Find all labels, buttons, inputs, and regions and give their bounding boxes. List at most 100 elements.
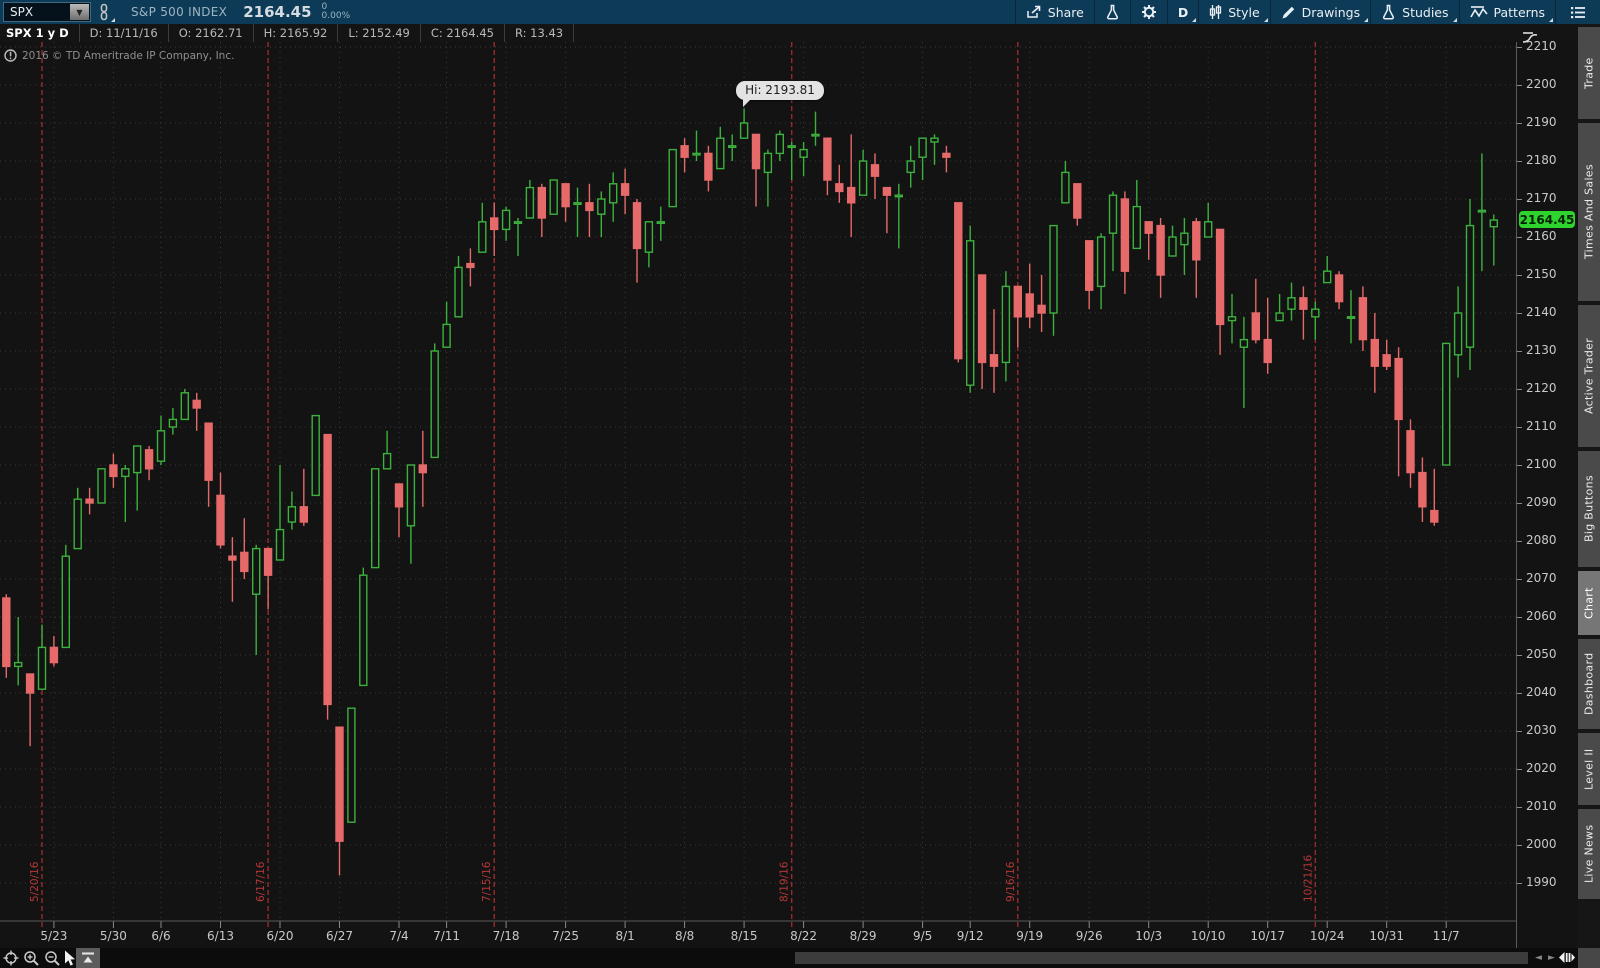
svg-text:6/20: 6/20 — [267, 929, 294, 943]
y-axis-label: 2070 — [1526, 571, 1557, 585]
zoom-out-button[interactable] — [43, 949, 61, 967]
horizontal-scrollbar-thumb[interactable] — [795, 952, 1528, 964]
y-axis-tick — [1517, 731, 1522, 732]
y-axis-label: 2170 — [1526, 191, 1557, 205]
svg-text:9/12: 9/12 — [957, 929, 984, 943]
price-axis[interactable]: 2164.45 2210 2200 2190 2180 2170 2160 2150 2140… — [1516, 32, 1579, 948]
sidebar-tab-live-news[interactable]: Live News — [1578, 809, 1600, 899]
y-axis-label: 2020 — [1526, 761, 1557, 775]
y-axis-tick — [1517, 313, 1522, 314]
drawings-button[interactable]: Drawings — [1269, 0, 1371, 24]
sidebar-tab-dashboard[interactable]: Dashboard — [1578, 639, 1600, 729]
cursor-tool-button[interactable] — [61, 949, 79, 967]
last-price-bubble: 2164.45 — [1519, 211, 1575, 229]
svg-text:7/25: 7/25 — [552, 929, 579, 943]
svg-text:8/29: 8/29 — [850, 929, 877, 943]
svg-text:9/16/16: 9/16/16 — [1005, 861, 1017, 902]
studies-label: Studies — [1402, 4, 1449, 20]
gadget-sidebar: Trade Times And Sales Active Trader Big … — [1578, 24, 1600, 948]
y-axis-label: 2040 — [1526, 685, 1557, 699]
top-toolbar: SPX ▼ S&P 500 INDEX 2164.45 0 0.00% Shar… — [0, 0, 1600, 25]
style-label: Style — [1228, 4, 1260, 20]
y-axis-label: 2130 — [1526, 343, 1557, 357]
high-price-tooltip: Hi: 2193.81 — [736, 80, 824, 107]
share-label: Share — [1047, 4, 1084, 20]
svg-text:10/3: 10/3 — [1135, 929, 1162, 943]
scroll-right-button[interactable]: ► — [1548, 953, 1555, 963]
y-axis-tick — [1517, 427, 1522, 428]
svg-text:5/20/16: 5/20/16 — [29, 861, 41, 902]
change-value: 0 — [321, 2, 328, 12]
sidebar-tab-level-ii[interactable]: Level II — [1578, 733, 1600, 805]
copyright-note: 2016 © TD Ameritrade IP Company, Inc. — [4, 49, 234, 62]
chart-menu-button[interactable] — [1555, 0, 1600, 24]
studies-button[interactable]: Studies — [1370, 0, 1458, 24]
menu-corner-icon — [111, 18, 115, 22]
gear-icon — [1141, 5, 1156, 19]
instrument-name: S&P 500 INDEX — [131, 5, 228, 19]
y-axis-tick — [1517, 693, 1522, 694]
menu-corner-icon — [1549, 18, 1553, 22]
drawings-label: Drawings — [1301, 4, 1361, 20]
sidebar-tab-big-buttons[interactable]: Big Buttons — [1578, 451, 1600, 567]
svg-text:8/22: 8/22 — [790, 929, 817, 943]
snap-to-top-button[interactable] — [76, 948, 100, 968]
settings-button[interactable] — [1129, 0, 1167, 24]
timeframe-button[interactable]: D — [1166, 0, 1198, 24]
symbol-input[interactable]: SPX ▼ — [3, 2, 91, 22]
ohlc-readout-bar: SPX 1 y D D: 11/11/16 O: 2162.71 H: 2165… — [0, 24, 1600, 42]
svg-text:6/17/16: 6/17/16 — [255, 861, 267, 902]
scroll-left-button[interactable]: ◄ — [1535, 953, 1542, 963]
svg-text:6/27: 6/27 — [326, 929, 353, 943]
change-readout: 0 0.00% — [322, 3, 351, 21]
last-price: 2164.45 — [243, 3, 312, 21]
toolbar-right-group: Share D Style — [1014, 0, 1600, 24]
svg-text:8/15: 8/15 — [731, 929, 758, 943]
info-icon — [4, 49, 17, 62]
resize-grip[interactable] — [1578, 948, 1600, 968]
share-icon — [1027, 5, 1041, 18]
crosshair-tool-button[interactable] — [2, 949, 20, 967]
y-axis-label: 2160 — [1526, 229, 1557, 243]
menu-corner-icon — [1452, 18, 1457, 22]
sidebar-tab-trade[interactable]: Trade — [1578, 27, 1600, 119]
y-axis-label: 2110 — [1526, 419, 1557, 433]
style-button[interactable]: Style — [1198, 0, 1269, 24]
patterns-button[interactable]: Patterns — [1458, 0, 1555, 24]
y-axis-label: 2200 — [1526, 77, 1557, 91]
svg-text:6/6: 6/6 — [151, 929, 170, 943]
y-axis-tick — [1517, 47, 1522, 48]
sidebar-tab-times-and-sales[interactable]: Times And Sales — [1578, 123, 1600, 301]
ohlc-range: R: 13.43 — [505, 24, 575, 42]
last-price-bubble-value: 2164.45 — [1519, 212, 1575, 227]
y-axis-tick — [1517, 199, 1522, 200]
sidebar-tab-chart[interactable]: Chart — [1578, 571, 1600, 635]
menu-corner-icon — [1263, 18, 1268, 22]
y-axis-tick — [1517, 655, 1522, 656]
svg-text:8/19/16: 8/19/16 — [779, 861, 791, 902]
symbol-dropdown-button[interactable]: ▼ — [70, 4, 89, 20]
expand-pan-icon[interactable] — [1558, 950, 1576, 965]
chart-panel: 2016 © TD Ameritrade IP Company, Inc. 5/… — [0, 42, 1516, 948]
auto-scale-icon[interactable] — [1521, 30, 1539, 45]
svg-text:7/18: 7/18 — [493, 929, 520, 943]
bottom-toolbar: ◄ ► — [0, 948, 1600, 968]
svg-text:9/19: 9/19 — [1016, 929, 1043, 943]
sidebar-tab-active-trader[interactable]: Active Trader — [1578, 305, 1600, 447]
y-axis-label: 2180 — [1526, 153, 1557, 167]
share-button[interactable]: Share — [1014, 0, 1094, 24]
flask-icon — [1383, 4, 1395, 20]
svg-text:11/7: 11/7 — [1433, 929, 1460, 943]
y-axis-label: 2150 — [1526, 267, 1557, 281]
zoom-in-button[interactable] — [22, 949, 40, 967]
y-axis-tick — [1517, 161, 1522, 162]
menu-corner-icon — [1364, 18, 1369, 22]
link-icon[interactable] — [91, 0, 117, 24]
onDemand-button[interactable] — [1093, 0, 1130, 24]
svg-text:10/21/16: 10/21/16 — [1302, 855, 1314, 902]
y-axis-label: 2080 — [1526, 533, 1557, 547]
svg-text:5/23: 5/23 — [40, 929, 67, 943]
chart-canvas[interactable]: 5/23 5/30 6/6 6/13 6/20 6/27 7/4 7/11 7/18 7/25 8/… — [0, 42, 1516, 948]
svg-text:5/30: 5/30 — [100, 929, 127, 943]
y-axis-tick — [1517, 237, 1522, 238]
